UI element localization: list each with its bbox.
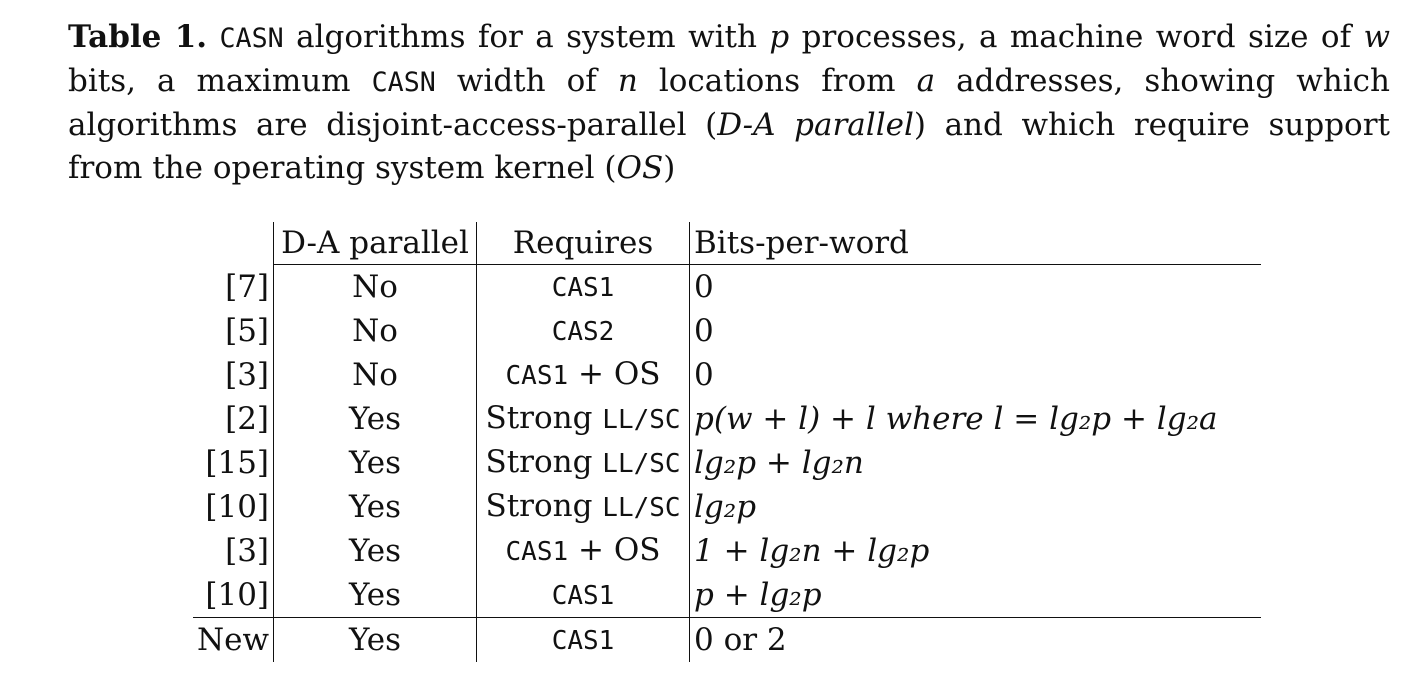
requires-primitive: CAS1 <box>551 626 615 656</box>
table-row: [15] Yes Strong LL/SC lg₂p + lg₂n <box>193 441 1261 485</box>
cell-da-parallel: No <box>273 353 478 397</box>
caption-var-a: a <box>916 63 936 99</box>
requires-primitive: LL/SC <box>602 449 681 479</box>
cell-bits: 0 <box>694 357 714 393</box>
requires-prefix: Strong <box>485 444 603 480</box>
cell-bits: 1 + lg₂n + lg₂p <box>694 533 930 569</box>
cell-bits: p + lg₂p <box>689 573 1262 618</box>
table-row: [3] No CAS1 + OS 0 <box>193 353 1261 397</box>
casn-algorithms-table: D-A parallel Requires Bits-per-word [7] … <box>193 222 1262 662</box>
requires-extra: + OS <box>568 356 661 392</box>
cell-ref: New <box>193 617 275 662</box>
cell-da-parallel: Yes <box>273 485 478 529</box>
requires-primitive: CAS1 <box>505 361 569 391</box>
cell-da-parallel: Yes <box>273 573 478 618</box>
requires-primitive: LL/SC <box>602 405 681 435</box>
caption-casn-term: CASN <box>219 23 284 54</box>
cell-bits: 0 <box>694 269 714 305</box>
caption-text: width of <box>435 63 618 99</box>
cell-requires: CAS1 <box>476 573 691 618</box>
cell-requires: Strong LL/SC <box>476 397 691 441</box>
cell-ref: [10] <box>193 573 275 618</box>
caption-text: locations from <box>637 63 917 99</box>
cell-da-parallel: Yes <box>273 441 478 485</box>
cell-requires: Strong LL/SC <box>476 441 691 485</box>
table-row: [2] Yes Strong LL/SC p(w + l) + l where … <box>193 397 1261 441</box>
requires-extra: + OS <box>568 532 661 568</box>
cell-da-parallel: Yes <box>273 529 478 573</box>
requires-primitive: CAS1 <box>551 273 615 303</box>
cell-da-parallel: Yes <box>273 397 478 441</box>
table-row: [7] No CAS1 0 <box>193 264 1261 309</box>
header-requires: Requires <box>476 222 691 265</box>
table-row: [5] No CAS2 0 <box>193 309 1261 353</box>
table-row-new: New Yes CAS1 0 or 2 <box>193 617 1261 662</box>
cell-bits: lg₂p + lg₂n <box>694 445 864 481</box>
cell-bits: 0 or 2 <box>694 622 787 658</box>
caption-os: OS <box>616 150 664 186</box>
cell-ref: [5] <box>193 309 275 353</box>
caption-casn-term: CASN <box>371 67 436 98</box>
header-ref <box>193 222 275 265</box>
requires-primitive: CAS1 <box>551 581 615 611</box>
cell-ref: [2] <box>193 397 275 441</box>
cell-ref: [3] <box>193 353 275 397</box>
requires-prefix: Strong <box>485 488 603 524</box>
requires-primitive: CAS2 <box>551 317 615 347</box>
requires-prefix: Strong <box>485 400 603 436</box>
cell-requires: CAS1 <box>476 617 691 662</box>
caption-text: algorithms for a system with <box>283 19 770 55</box>
cell-bits: 0 <box>694 313 714 349</box>
caption-label: Table 1. <box>68 19 208 55</box>
cell-requires: CAS2 <box>476 309 691 353</box>
cell-bits: lg₂p <box>694 489 757 525</box>
cell-ref: [10] <box>193 485 275 529</box>
header-da-parallel: D-A parallel <box>273 222 478 265</box>
table-caption: Table 1. CASN algorithms for a system wi… <box>68 16 1390 190</box>
caption-text: ) <box>663 150 676 186</box>
table-row: [10] Yes Strong LL/SC lg₂p <box>193 485 1261 529</box>
cell-requires: Strong LL/SC <box>476 485 691 529</box>
header-bits-per-word: Bits-per-word <box>689 222 1262 265</box>
requires-primitive: CAS1 <box>505 537 569 567</box>
cell-bits: p(w + l) + l where l = lg₂p + lg₂a <box>694 401 1218 437</box>
caption-text: processes, a machine word size of <box>789 19 1364 55</box>
requires-primitive: LL/SC <box>602 493 681 523</box>
caption-text: bits, a maximum <box>68 63 372 99</box>
caption-var-n: n <box>617 63 638 99</box>
table-header-row: D-A parallel Requires Bits-per-word <box>193 222 1262 265</box>
cell-ref: [7] <box>193 264 275 309</box>
cell-requires: CAS1 + OS <box>476 353 691 397</box>
cell-da-parallel: No <box>273 309 478 353</box>
cell-requires: CAS1 + OS <box>476 529 691 573</box>
caption-da-parallel: D-A parallel <box>717 107 914 143</box>
caption-var-p: p <box>769 19 790 55</box>
caption-text: ) and which require support from the ope… <box>68 107 1390 186</box>
cell-ref: [3] <box>193 529 275 573</box>
cell-da-parallel: Yes <box>273 617 478 662</box>
cell-da-parallel: No <box>273 264 478 309</box>
cell-requires: CAS1 <box>476 264 691 309</box>
cell-ref: [15] <box>193 441 275 485</box>
table-row: [10] Yes CAS1 p + lg₂p <box>193 573 1262 618</box>
table-row: [3] Yes CAS1 + OS 1 + lg₂n + lg₂p <box>193 529 1261 573</box>
caption-var-w: w <box>1363 19 1390 55</box>
caption-text: addresses, showing which algorithms are … <box>68 63 1390 143</box>
